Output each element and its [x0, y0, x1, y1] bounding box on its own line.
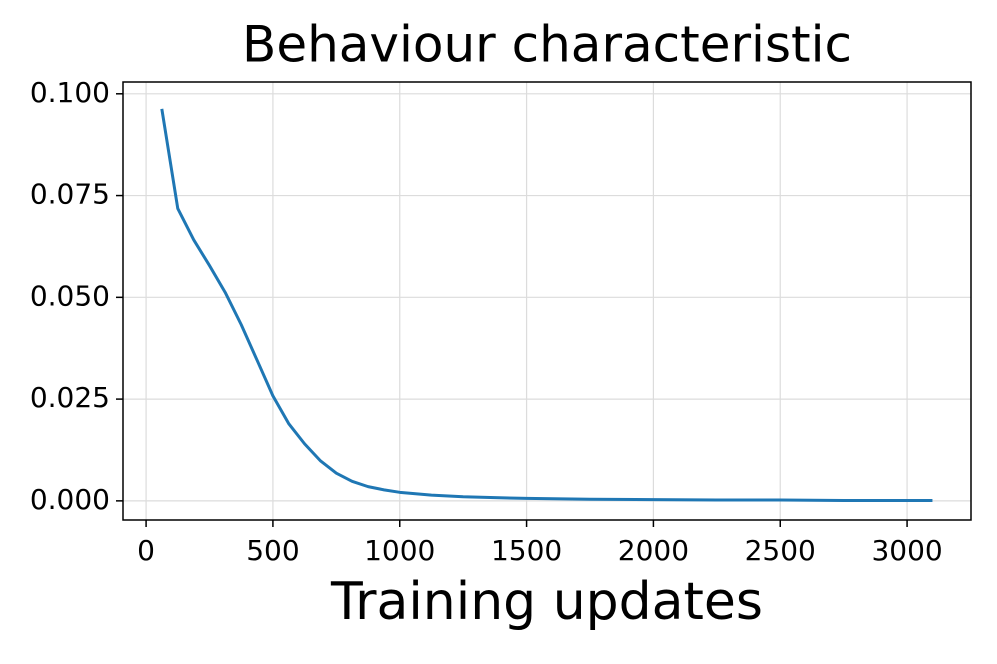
y-tick-label: 0.100 [30, 76, 110, 109]
line-series [160, 108, 933, 502]
y-tick-label: 0.000 [30, 483, 110, 516]
x-tick-label: 2500 [745, 534, 816, 567]
x-tick-label: 1500 [491, 534, 562, 567]
x-tick-label: 0 [137, 534, 155, 567]
y-tick-label: 0.050 [30, 279, 110, 312]
y-tick-label: 0.075 [30, 178, 110, 211]
x-axis-label: Training updates [330, 572, 763, 632]
x-tick-label: 1000 [364, 534, 435, 567]
x-tick-label: 3000 [871, 534, 942, 567]
y-tick-label: 0.025 [30, 381, 110, 414]
plot-frame [122, 81, 972, 521]
chart-title: Behaviour characteristic [242, 16, 852, 74]
x-tick-label: 500 [246, 534, 299, 567]
x-tick-label: 2000 [618, 534, 689, 567]
